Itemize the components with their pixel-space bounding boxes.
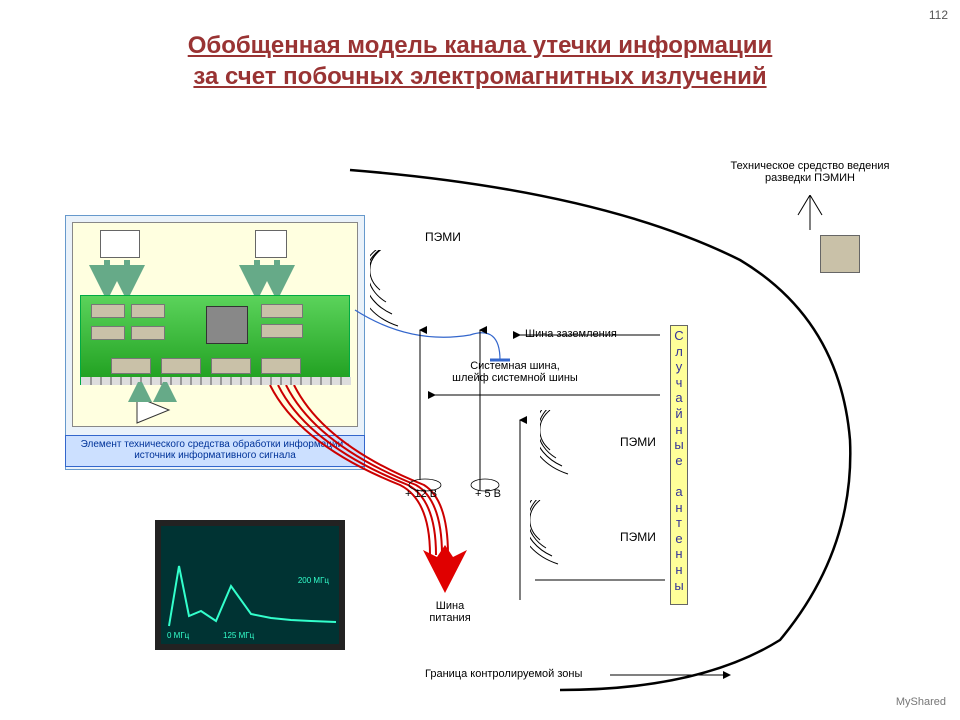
recon-device-label: Техническое средство ведения разведки ПЭ… xyxy=(700,160,920,184)
chip-5 xyxy=(91,326,125,340)
chip-6 xyxy=(131,326,165,340)
watermark: MyShared xyxy=(896,696,946,708)
scope-trace xyxy=(161,526,339,644)
random-antennas-label: Случайныеантенны xyxy=(670,328,688,603)
page-number: 112 xyxy=(929,8,948,22)
scope-freq-1: 0 МГц xyxy=(167,631,189,640)
chip-2 xyxy=(131,304,165,318)
scope-freq-2: 125 МГц xyxy=(223,631,254,640)
circuit-board xyxy=(80,295,350,385)
diagram-area: Техническое средство ведения разведки ПЭ… xyxy=(0,160,960,720)
antenna-icon xyxy=(790,195,830,235)
chip-8 xyxy=(161,358,201,374)
zone-arrow xyxy=(600,660,780,690)
chip-1 xyxy=(91,304,125,318)
connector-box-2 xyxy=(255,230,287,258)
controlled-zone-label: Граница контролируемой зоны xyxy=(425,668,582,680)
scope-freq-3: 200 МГц xyxy=(298,576,329,585)
oscilloscope: 0 МГц 125 МГц 200 МГц xyxy=(155,520,345,650)
chip-4 xyxy=(261,324,303,338)
arrows-up xyxy=(380,320,680,600)
power-bus-label: Шина питания xyxy=(415,600,485,624)
receiver-box xyxy=(820,235,860,273)
title-line-1: Обобщенная модель канала утечки информац… xyxy=(188,32,773,59)
page-title: Обобщенная модель канала утечки информац… xyxy=(0,30,960,92)
amp-arrows xyxy=(120,382,200,402)
chip-3 xyxy=(261,304,303,318)
connector-box-1 xyxy=(100,230,140,258)
chip-7 xyxy=(111,358,151,374)
chip-9 xyxy=(211,358,251,374)
pemi-label-1: ПЭМИ xyxy=(425,230,461,244)
chip-10 xyxy=(261,358,301,374)
title-line-2: за счет побочных электромагнитных излуче… xyxy=(193,63,766,90)
cpu-chip xyxy=(206,306,248,344)
